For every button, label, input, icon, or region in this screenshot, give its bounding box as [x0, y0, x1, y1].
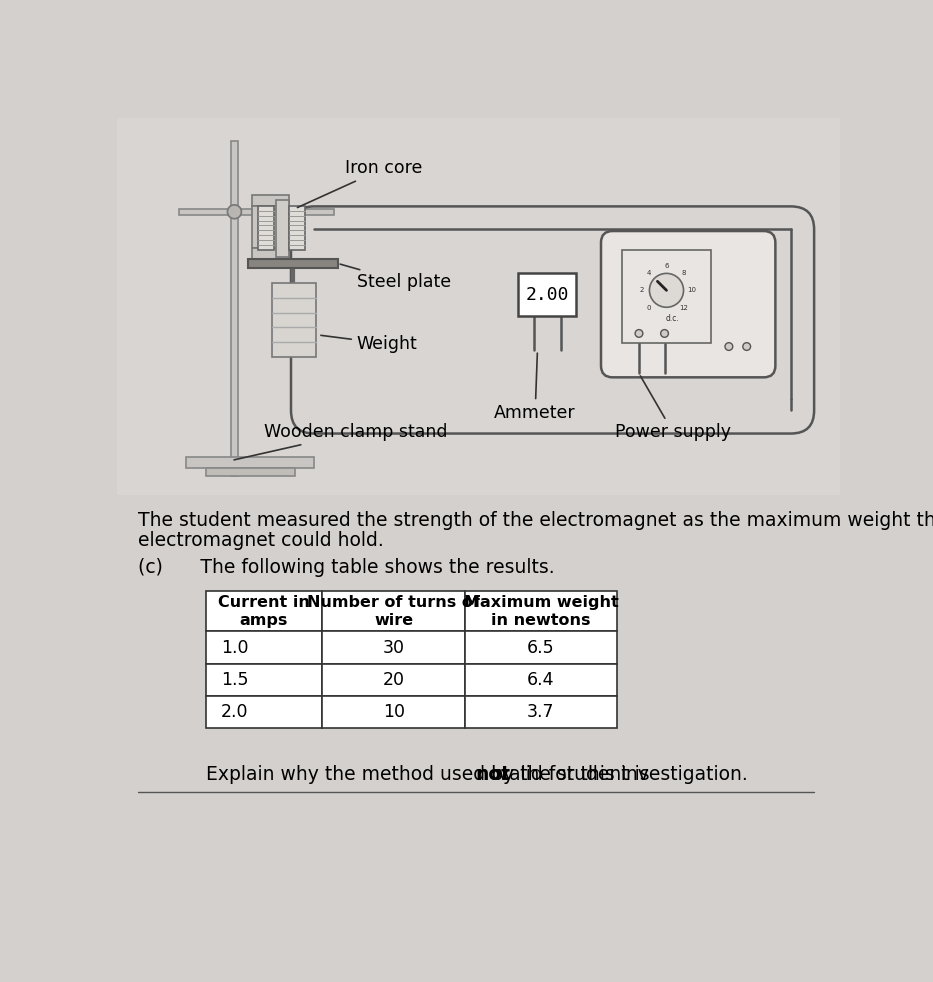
Text: not: not	[475, 765, 510, 784]
Circle shape	[635, 330, 643, 337]
FancyBboxPatch shape	[601, 231, 775, 377]
Bar	[322, 591, 466, 631]
Text: Iron core: Iron core	[298, 159, 423, 207]
Bar	[289, 205, 305, 250]
Bar	[252, 194, 289, 205]
Text: 12: 12	[679, 304, 689, 310]
Text: 6.4: 6.4	[527, 671, 555, 689]
Text: (c)  The following table shows the results.: (c) The following table shows the result…	[138, 559, 555, 577]
Bar	[272, 284, 315, 356]
Text: The student measured the strength of the electromagnet as the maximum weight the: The student measured the strength of the…	[138, 511, 933, 529]
Text: 2: 2	[639, 288, 644, 294]
Bar	[466, 591, 617, 631]
Bar	[206, 664, 322, 696]
Bar	[466, 631, 617, 664]
Bar	[322, 664, 466, 696]
Bar	[275, 200, 288, 257]
Bar	[622, 250, 711, 343]
Bar	[231, 141, 238, 476]
Bar	[252, 205, 261, 248]
Circle shape	[725, 343, 732, 351]
Text: electromagnet could hold.: electromagnet could hold.	[138, 531, 384, 550]
Text: valid for this investigation.: valid for this investigation.	[493, 765, 748, 784]
Text: Explain why the method used by the student is: Explain why the method used by the stude…	[206, 765, 655, 784]
Text: 3.7: 3.7	[527, 703, 555, 722]
Bar	[466, 664, 617, 696]
Text: Weight: Weight	[321, 335, 418, 353]
Bar	[206, 696, 322, 729]
Bar	[322, 696, 466, 729]
Bar	[518, 273, 577, 316]
Circle shape	[743, 343, 750, 351]
Bar	[178, 209, 334, 215]
Bar	[206, 591, 322, 631]
Text: Current in
amps: Current in amps	[218, 595, 310, 628]
Bar	[117, 118, 840, 495]
Bar	[252, 248, 289, 258]
Text: 10: 10	[687, 288, 696, 294]
Text: 0: 0	[647, 304, 651, 310]
Circle shape	[228, 205, 242, 219]
Text: 1.5: 1.5	[221, 671, 249, 689]
Text: 8: 8	[682, 270, 687, 276]
Circle shape	[649, 273, 684, 307]
Bar	[206, 631, 322, 664]
Text: d.c.: d.c.	[666, 313, 679, 322]
Text: 2.00: 2.00	[525, 286, 569, 303]
Text: Steel plate: Steel plate	[341, 264, 451, 292]
Text: 6.5: 6.5	[527, 638, 555, 657]
Bar	[248, 258, 338, 268]
Bar	[258, 205, 274, 250]
Bar	[187, 457, 314, 468]
Text: Maximum weight
in newtons: Maximum weight in newtons	[464, 595, 619, 628]
Bar	[466, 696, 617, 729]
Text: Number of turns of
wire: Number of turns of wire	[307, 595, 480, 628]
Text: 2.0: 2.0	[221, 703, 249, 722]
Circle shape	[661, 330, 668, 337]
Text: 4: 4	[647, 270, 651, 276]
Text: 6: 6	[664, 262, 669, 269]
Text: 20: 20	[383, 671, 405, 689]
Bar	[206, 468, 295, 476]
Text: 30: 30	[383, 638, 405, 657]
Text: 1.0: 1.0	[221, 638, 249, 657]
Text: Power supply: Power supply	[615, 376, 731, 441]
Bar	[322, 631, 466, 664]
Text: Ammeter: Ammeter	[494, 354, 576, 422]
Text: 10: 10	[383, 703, 405, 722]
Text: Wooden clamp stand: Wooden clamp stand	[234, 423, 448, 460]
